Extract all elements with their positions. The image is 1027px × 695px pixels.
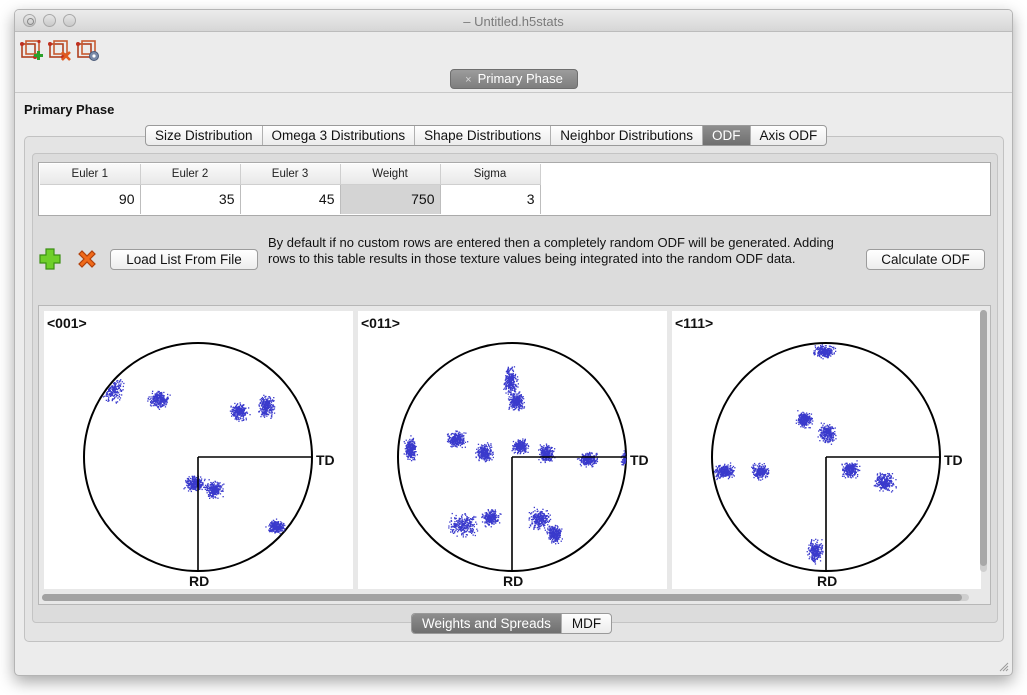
document-tab-label: Primary Phase [477, 71, 563, 86]
edit-phase-icon[interactable] [75, 40, 101, 64]
horizontal-scrollbar[interactable] [42, 594, 969, 601]
odf-info-text: By default if no custom rows are entered… [268, 235, 834, 266]
calculate-odf-button[interactable]: Calculate ODF [866, 249, 985, 270]
document-tab-primary-phase[interactable]: × Primary Phase [450, 69, 578, 89]
pole-figure-area: <001> TD RD <011> TD RD <111> TD RD [38, 305, 991, 605]
minimize-window-button[interactable] [43, 14, 56, 27]
tab-shape-distributions[interactable]: Shape Distributions [415, 126, 552, 145]
add-phase-icon[interactable] [19, 40, 45, 64]
vertical-scrollbar[interactable] [980, 310, 987, 572]
tab-size-distribution[interactable]: Size Distribution [146, 126, 263, 145]
pole-figure-001: <001> TD RD [44, 311, 353, 589]
column-header-weight[interactable]: Weight [340, 164, 441, 185]
column-header-euler1[interactable]: Euler 1 [40, 164, 141, 185]
column-header-euler3[interactable]: Euler 3 [240, 164, 341, 185]
tab-odf[interactable]: ODF [703, 126, 751, 145]
tab-axis-odf[interactable]: Axis ODF [759, 128, 818, 143]
phase-pane [15, 92, 1012, 652]
tab-mdf[interactable]: MDF [571, 616, 602, 631]
td-axis-label: TD [316, 452, 335, 468]
pole-figure-label: <001> [47, 315, 87, 331]
pole-point-cloud [102, 379, 286, 535]
pole-figure-axes [825, 456, 940, 571]
cell-weight[interactable]: 750 [340, 184, 441, 214]
bottom-tab-bar: Weights and Spreads MDF [411, 613, 613, 634]
rd-axis-label: RD [189, 573, 210, 589]
pole-figure-label: <111> [675, 315, 714, 331]
close-window-button[interactable] [23, 14, 36, 27]
pole-point-cloud [403, 366, 627, 545]
rd-axis-label: RD [817, 573, 838, 589]
cell-euler2[interactable]: 35 [140, 184, 241, 214]
table-row[interactable]: 90 35 45 750 3 [40, 184, 541, 214]
remove-phase-icon[interactable] [47, 40, 73, 64]
pole-figure-001-canvas [83, 342, 313, 572]
euler-table[interactable]: Euler 1 Euler 2 Euler 3 Weight Sigma 90 … [38, 162, 991, 216]
zoom-window-button[interactable] [63, 14, 76, 27]
tab-neighbor-distributions[interactable]: Neighbor Distributions [551, 126, 703, 145]
pole-figure-axes [197, 456, 312, 571]
plus-icon[interactable] [38, 247, 62, 271]
pole-figure-011: <011> TD RD [358, 311, 667, 589]
tab-weights-and-spreads[interactable]: Weights and Spreads [412, 614, 562, 633]
cell-sigma[interactable]: 3 [440, 184, 541, 214]
pole-figure-axes [511, 456, 626, 571]
tab-bar: Size Distribution Omega 3 Distributions … [145, 125, 828, 146]
pole-figure-111: <111> TD RD [672, 311, 981, 589]
pole-figure-label: <011> [361, 315, 400, 331]
app-window: – Untitled.h5stats × Primary Phase Primar… [14, 9, 1013, 676]
cell-euler3[interactable]: 45 [240, 184, 341, 214]
window-title: – Untitled.h5stats [463, 14, 564, 29]
close-tab-icon[interactable]: × [465, 74, 472, 86]
pole-point-cloud [714, 344, 897, 565]
phase-title: Primary Phase [24, 102, 115, 117]
title-bar: – Untitled.h5stats [15, 10, 1012, 32]
load-list-from-file-button[interactable]: Load List From File [110, 249, 258, 270]
pole-figure-011-canvas [397, 342, 627, 572]
column-header-sigma[interactable]: Sigma [440, 164, 541, 185]
x-icon[interactable] [75, 247, 99, 271]
resize-grip-icon[interactable] [999, 662, 1009, 672]
pole-figure-111-canvas [711, 342, 941, 572]
tab-omega3-distributions[interactable]: Omega 3 Distributions [263, 126, 416, 145]
horizontal-scroll-thumb[interactable] [42, 594, 962, 601]
vertical-scroll-thumb[interactable] [980, 310, 987, 566]
toolbar [15, 33, 1012, 69]
cell-euler1[interactable]: 90 [40, 184, 141, 214]
rd-axis-label: RD [503, 573, 524, 589]
td-axis-label: TD [944, 452, 963, 468]
td-axis-label: TD [630, 452, 649, 468]
column-header-euler2[interactable]: Euler 2 [140, 164, 241, 185]
